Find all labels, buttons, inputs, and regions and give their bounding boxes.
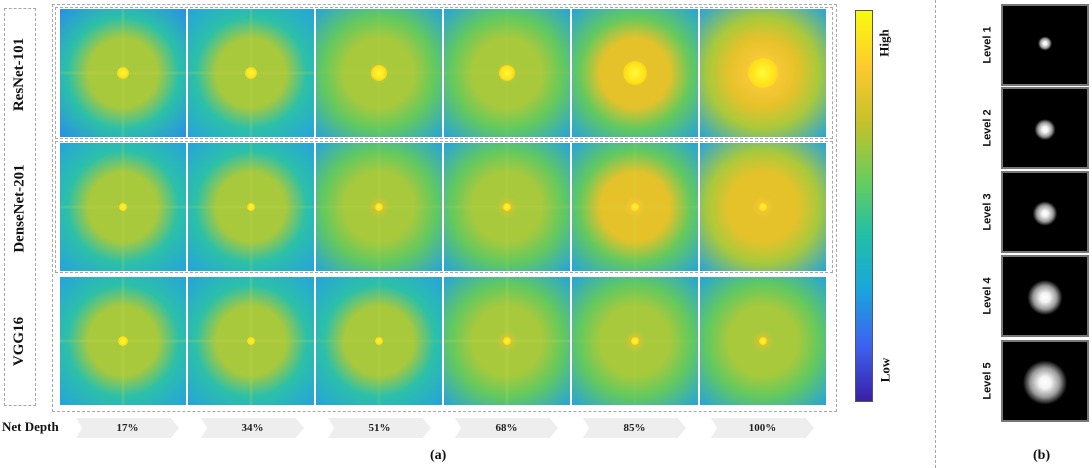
hot-spot bbox=[759, 337, 767, 345]
gaussian-level-box bbox=[1001, 4, 1089, 86]
hot-spot bbox=[631, 203, 639, 211]
row-label-densenet: DenseNet-201 bbox=[11, 163, 28, 253]
gaussian-level-label: Level 3 bbox=[982, 193, 994, 231]
depth-tick-label: 51% bbox=[328, 418, 431, 438]
depth-tick-label: 17% bbox=[76, 418, 179, 438]
depth-tick-label: 68% bbox=[455, 418, 558, 438]
caption-a: (a) bbox=[430, 448, 447, 463]
hot-spot bbox=[245, 67, 257, 79]
heatmap-cell bbox=[572, 143, 698, 271]
heatmap-cell bbox=[316, 277, 442, 405]
gaussian-level-label: Level 2 bbox=[982, 109, 994, 147]
heatmap-cell bbox=[572, 277, 698, 405]
hot-spot bbox=[375, 337, 383, 345]
heatmap-cell bbox=[188, 143, 314, 271]
heatmap-cell bbox=[188, 277, 314, 405]
colorbar-high-label: High bbox=[877, 29, 892, 57]
hot-spot bbox=[375, 203, 383, 211]
heatmap-cell bbox=[700, 9, 826, 137]
gaussian-level-box bbox=[1001, 255, 1089, 337]
depth-tick-label: 34% bbox=[201, 418, 304, 438]
row-label-vgg: VGG16 bbox=[11, 316, 28, 366]
depth-tick-label: 85% bbox=[583, 418, 686, 438]
hot-spot bbox=[503, 203, 511, 211]
hot-spot bbox=[748, 58, 778, 88]
panel-a-outer-frame bbox=[52, 4, 837, 412]
hot-spot bbox=[118, 336, 128, 346]
gaussian-level-label: Level 5 bbox=[982, 362, 994, 400]
heatmap-cell bbox=[188, 9, 314, 137]
hot-spot bbox=[371, 65, 387, 81]
gaussian-level-label: Level 1 bbox=[982, 26, 994, 64]
caption-b: (b) bbox=[1033, 448, 1051, 463]
hot-spot bbox=[247, 337, 255, 345]
heatmap-cell bbox=[316, 9, 442, 137]
hot-spot bbox=[623, 61, 647, 85]
hot-spot bbox=[117, 67, 129, 79]
hot-spot bbox=[631, 337, 639, 345]
panel-divider bbox=[935, 0, 936, 468]
heatmap-cell bbox=[60, 9, 186, 137]
hot-spot bbox=[247, 203, 255, 211]
hot-spot bbox=[499, 65, 515, 81]
heatmap-cell bbox=[444, 143, 570, 271]
row-label-resnet: ResNet-101 bbox=[11, 37, 28, 111]
heatmap-cell bbox=[444, 277, 570, 405]
row-label-frame bbox=[4, 8, 36, 406]
row-frame-resnet bbox=[55, 7, 833, 139]
hot-spot bbox=[759, 203, 767, 211]
heatmap-cell bbox=[60, 143, 186, 271]
gaussian-level-box bbox=[1001, 340, 1089, 422]
gaussian-level-box bbox=[1001, 171, 1089, 253]
colorbar-low-label: Low bbox=[877, 357, 892, 383]
hot-spot bbox=[503, 337, 511, 345]
gaussian-level-box bbox=[1001, 87, 1089, 169]
heatmap-cell bbox=[700, 143, 826, 271]
row-frame-densenet bbox=[55, 141, 833, 273]
heatmap-cell bbox=[700, 277, 826, 405]
heatmap-cell bbox=[316, 143, 442, 271]
gaussian-level-label: Level 4 bbox=[982, 277, 994, 315]
net-depth-label: Net Depth bbox=[2, 419, 59, 434]
heatmap-cell bbox=[60, 277, 186, 405]
colorbar bbox=[855, 10, 873, 402]
heatmap-cell bbox=[572, 9, 698, 137]
depth-tick-label: 100% bbox=[711, 418, 814, 438]
heatmap-cell bbox=[444, 9, 570, 137]
hot-spot bbox=[119, 203, 127, 211]
